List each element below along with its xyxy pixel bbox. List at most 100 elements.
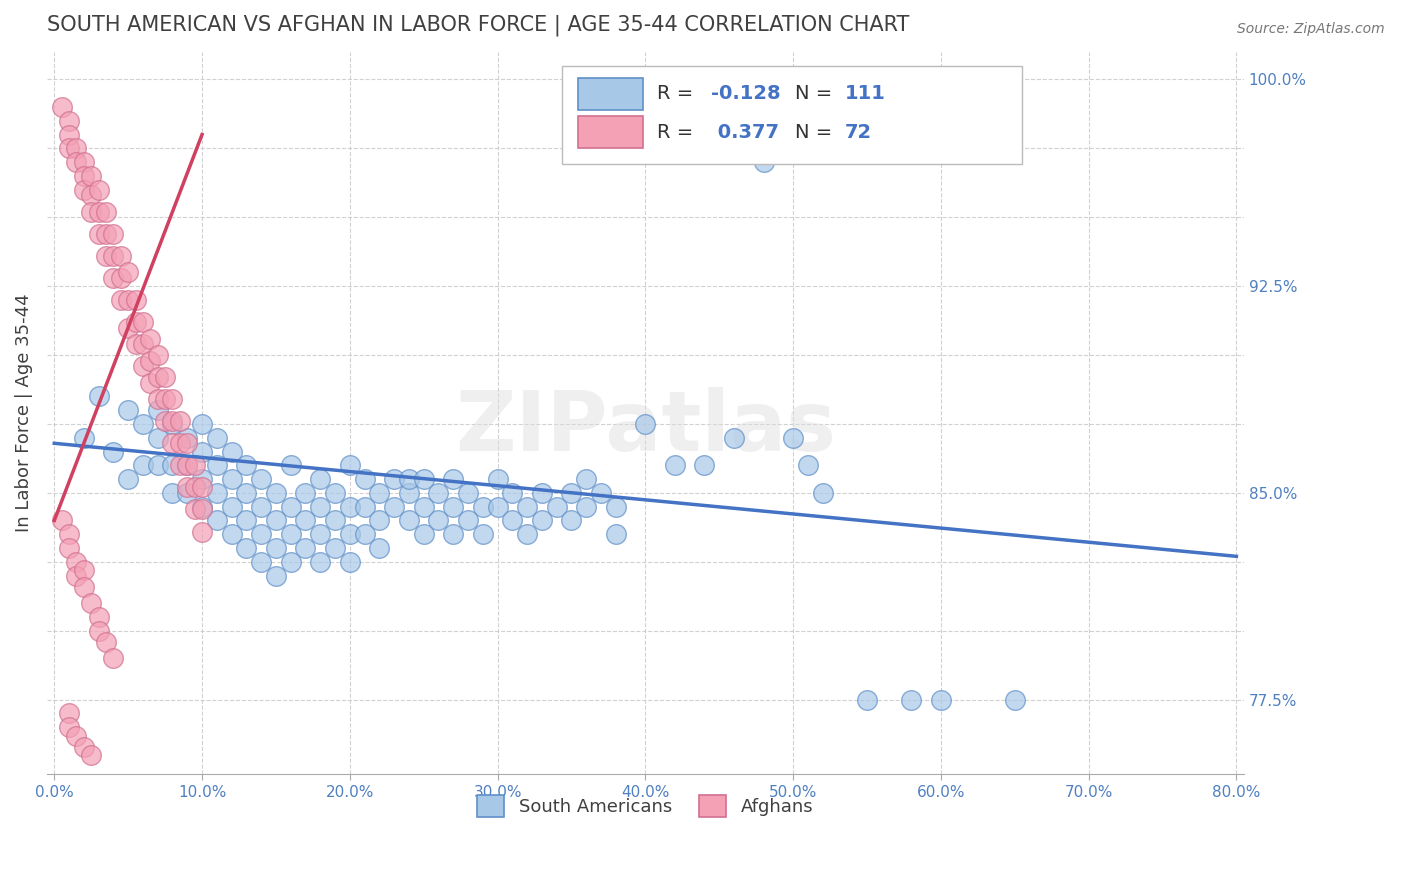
Point xyxy=(94,249,117,263)
Point xyxy=(323,514,346,528)
Text: R =: R = xyxy=(657,122,693,142)
Point xyxy=(94,635,117,649)
Point xyxy=(693,458,716,473)
Point xyxy=(929,692,952,706)
Text: Source: ZipAtlas.com: Source: ZipAtlas.com xyxy=(1237,22,1385,37)
FancyBboxPatch shape xyxy=(578,78,643,110)
Point xyxy=(191,417,214,431)
Point xyxy=(162,486,184,500)
Point xyxy=(80,747,103,762)
Point xyxy=(441,472,464,486)
Point xyxy=(486,500,509,514)
Point xyxy=(560,514,582,528)
Point xyxy=(441,500,464,514)
Point xyxy=(353,500,375,514)
Text: N =: N = xyxy=(794,84,832,103)
Point xyxy=(132,315,155,329)
Point xyxy=(162,436,184,450)
Point xyxy=(205,431,228,445)
Point xyxy=(183,502,205,516)
Point xyxy=(139,376,162,390)
Text: 72: 72 xyxy=(845,122,872,142)
Point xyxy=(752,155,775,169)
Point xyxy=(58,541,80,555)
Point xyxy=(162,414,184,428)
Point xyxy=(294,541,316,555)
Point xyxy=(94,227,117,241)
Point xyxy=(634,417,657,431)
Point xyxy=(176,480,198,494)
Point xyxy=(73,155,96,169)
Point xyxy=(65,155,87,169)
Point xyxy=(58,527,80,541)
Point xyxy=(169,436,191,450)
Point xyxy=(73,431,96,445)
Text: -0.128: -0.128 xyxy=(711,84,780,103)
Point xyxy=(51,100,73,114)
Point xyxy=(153,392,176,407)
Point xyxy=(589,486,612,500)
Point xyxy=(176,431,198,445)
Point xyxy=(65,568,87,582)
Point xyxy=(398,514,420,528)
Point xyxy=(110,249,132,263)
Point xyxy=(132,337,155,351)
Point xyxy=(575,472,598,486)
Point xyxy=(205,486,228,500)
FancyBboxPatch shape xyxy=(578,116,643,148)
Point xyxy=(309,500,332,514)
Point xyxy=(80,169,103,183)
Point xyxy=(339,458,361,473)
Point xyxy=(280,527,302,541)
Point xyxy=(169,458,191,473)
Point xyxy=(191,502,214,516)
Point xyxy=(191,472,214,486)
Point xyxy=(250,555,273,569)
Point xyxy=(124,315,146,329)
Point xyxy=(605,500,627,514)
Point xyxy=(117,320,139,334)
Point xyxy=(103,249,125,263)
Point xyxy=(368,514,391,528)
Point xyxy=(427,514,450,528)
Point xyxy=(605,527,627,541)
Point xyxy=(339,500,361,514)
Point xyxy=(427,486,450,500)
Point xyxy=(191,480,214,494)
Point xyxy=(382,472,405,486)
Point xyxy=(80,596,103,610)
Point xyxy=(782,431,804,445)
Point xyxy=(280,555,302,569)
Point xyxy=(457,486,479,500)
Point xyxy=(191,524,214,539)
Point xyxy=(664,458,686,473)
Point xyxy=(183,480,205,494)
Point xyxy=(235,514,257,528)
Point xyxy=(139,332,162,346)
Point xyxy=(398,486,420,500)
Point xyxy=(235,486,257,500)
Point xyxy=(117,265,139,279)
Point xyxy=(124,293,146,307)
Point xyxy=(294,514,316,528)
Point xyxy=(412,527,434,541)
Point xyxy=(132,359,155,373)
Point xyxy=(250,500,273,514)
Point xyxy=(235,541,257,555)
Point xyxy=(501,486,523,500)
Point xyxy=(191,500,214,514)
Point xyxy=(176,486,198,500)
Point xyxy=(516,500,538,514)
Point xyxy=(103,271,125,285)
Point xyxy=(1004,692,1026,706)
Point xyxy=(73,563,96,577)
Point xyxy=(205,458,228,473)
Point xyxy=(65,729,87,743)
Point xyxy=(87,227,110,241)
Point xyxy=(221,444,243,458)
Point xyxy=(103,651,125,665)
Point xyxy=(146,403,169,417)
Point xyxy=(900,692,922,706)
Legend: South Americans, Afghans: South Americans, Afghans xyxy=(468,787,823,827)
Point xyxy=(280,458,302,473)
